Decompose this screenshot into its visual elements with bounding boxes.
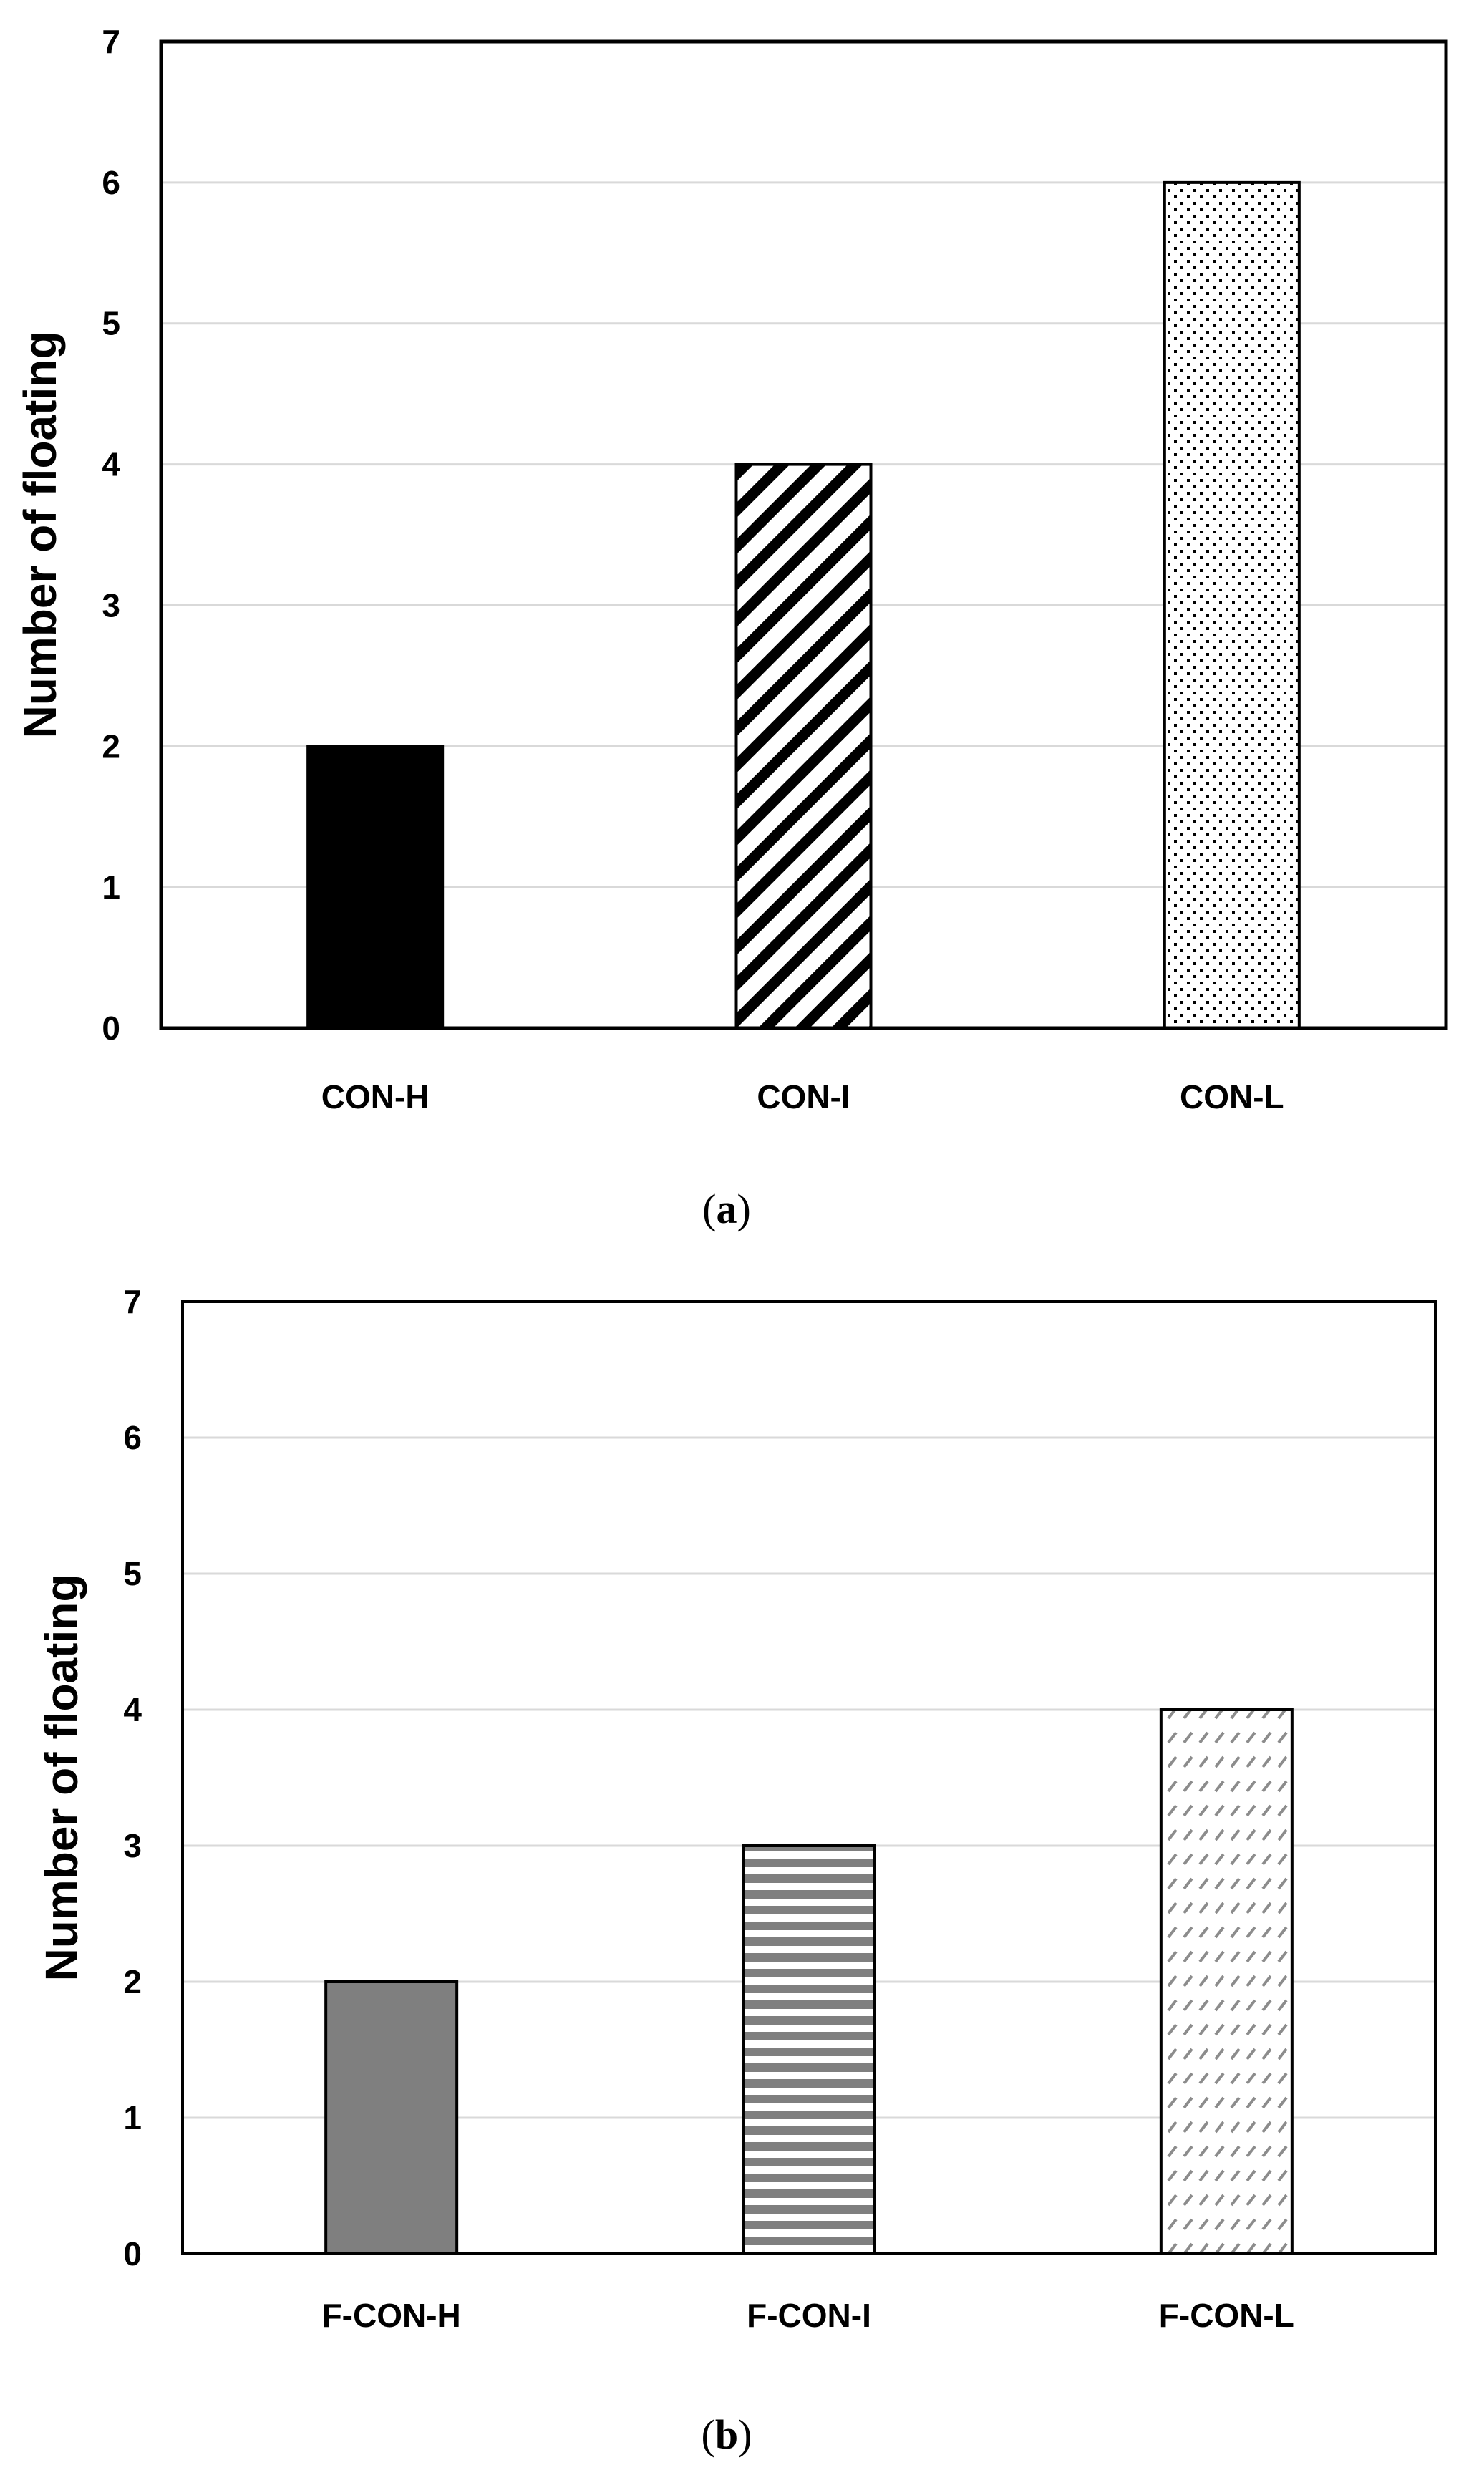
y-tick-label: 6	[102, 164, 120, 201]
y-tick-label: 4	[102, 446, 120, 483]
x-tick-label: CON-H	[321, 1078, 430, 1115]
y-tick-label: 0	[123, 2235, 142, 2272]
bar-con-l	[1163, 180, 1301, 1030]
y-tick-label: 2	[102, 727, 120, 765]
panel-letter-b: b	[715, 2411, 738, 2458]
bars	[306, 180, 1301, 1030]
panel-caption-a: (a)	[702, 1186, 751, 1232]
plot-frame	[181, 1300, 1437, 2255]
y-tick-label: 1	[102, 868, 120, 906]
y-tick-label: 4	[123, 1691, 142, 1728]
y-axis-label: Number of floating	[14, 331, 66, 739]
y-tick-label: 0	[102, 1009, 120, 1047]
y-tick-labels: 0 1 2 3 4 5 6 7	[102, 23, 120, 1047]
bars	[324, 1708, 1294, 2255]
panel-caption-b: (b)	[702, 2411, 752, 2458]
plot-frame	[159, 39, 1448, 1030]
y-tick-label: 2	[123, 1963, 142, 2000]
x-tick-label: CON-L	[1180, 1078, 1284, 1115]
y-tick-label: 5	[102, 305, 120, 342]
y-axis-label: Number of floating	[36, 1574, 87, 1982]
y-tick-labels: 0 1 2 3 4 5 6 7	[123, 1283, 142, 2272]
bar-con-h	[306, 745, 445, 1030]
bar-con-i	[734, 463, 873, 1030]
y-tick-label: 5	[123, 1555, 142, 1592]
chart-panel-b: 0 1 2 3 4 5 6 7 F-CON-H F-CON-I F-CON-L Number of…	[36, 1283, 1437, 2458]
x-tick-label: F-CON-H	[322, 2297, 461, 2334]
y-tick-label: 3	[102, 586, 120, 624]
x-tick-label: F-CON-I	[747, 2297, 871, 2334]
x-tick-labels: F-CON-H F-CON-I F-CON-L	[322, 2297, 1294, 2334]
panel-letter-a: a	[717, 1186, 737, 1232]
y-tick-label: 1	[123, 2099, 142, 2136]
x-tick-labels: CON-H CON-I CON-L	[321, 1078, 1284, 1115]
y-tick-label: 6	[123, 1419, 142, 1456]
bar-f-con-l	[1159, 1708, 1294, 2255]
x-tick-label: F-CON-L	[1159, 2297, 1294, 2334]
chart-panel-a: 0 1 2 3 4 5 6 7 CON-H CON-I CON-L Number of float…	[14, 23, 1448, 1232]
y-tick-label: 7	[123, 1283, 142, 1320]
x-tick-label: CON-I	[757, 1078, 850, 1115]
y-tick-label: 3	[123, 1827, 142, 1864]
y-tick-label: 7	[102, 23, 120, 60]
bar-f-con-h	[324, 1980, 459, 2255]
bar-f-con-i	[742, 1844, 876, 2255]
